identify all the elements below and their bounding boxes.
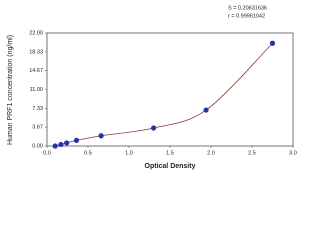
annotation: r = 0.99961042 [228, 13, 265, 19]
x-tick-label: 1.5 [166, 150, 174, 156]
y-tick-label: 11.00 [30, 87, 43, 93]
annotation: S = 0.20631636 [228, 5, 267, 11]
data-point [64, 140, 70, 146]
data-point [58, 141, 64, 148]
data-point [52, 143, 58, 149]
y-tick-label: 18.33 [29, 49, 43, 55]
plot-frame [46, 32, 294, 147]
x-tick-label: 1.0 [125, 150, 133, 156]
y-tick-label: 3.67 [32, 125, 43, 131]
chart: Optical Density Human PRF1 concentration… [7, 5, 297, 170]
x-tick-label: 3.0 [289, 150, 297, 156]
x-tick-label: 2.5 [248, 150, 256, 156]
x-axis-label: Optical Density [145, 163, 196, 170]
data-point [98, 133, 104, 139]
y-tick-label: 0.00 [32, 143, 43, 149]
y-tick-label: 7.33 [32, 106, 43, 112]
data-point [151, 125, 157, 131]
x-tick-label: 0.0 [43, 150, 51, 156]
x-tick-label: 2.0 [207, 150, 215, 156]
data-point [203, 107, 209, 113]
x-tick-label: 0.5 [84, 150, 92, 156]
data-point [269, 40, 276, 46]
y-axis-label: Human PRF1 concentration (ng/ml) [7, 35, 14, 145]
y-tick-label: 22.00 [29, 30, 43, 36]
data-point [73, 137, 80, 143]
y-tick-label: 14.67 [29, 68, 43, 74]
